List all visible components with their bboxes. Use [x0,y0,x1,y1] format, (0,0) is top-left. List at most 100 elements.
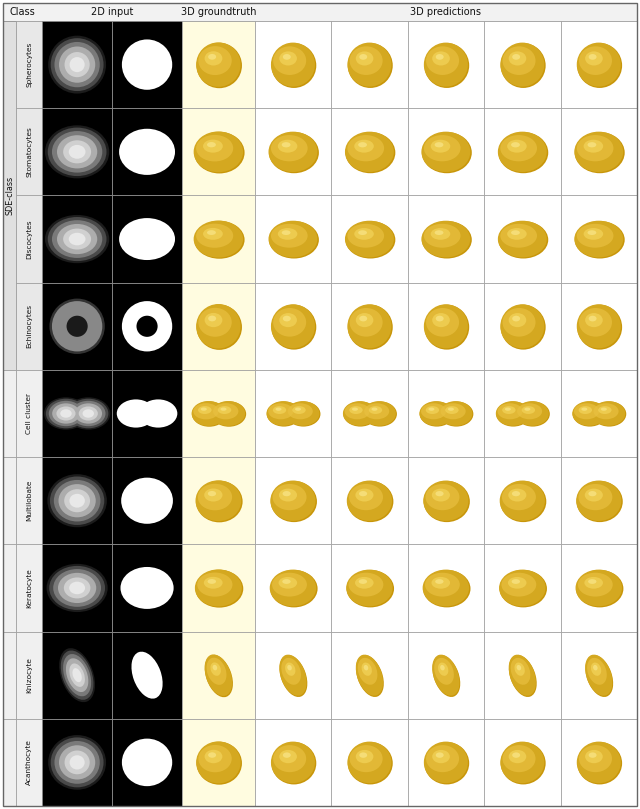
Bar [182,370,255,457]
Ellipse shape [268,403,293,419]
Ellipse shape [431,228,451,239]
Ellipse shape [46,399,86,428]
Bar [42,108,112,196]
Bar [484,282,561,370]
Bar [561,457,637,544]
Ellipse shape [345,132,394,172]
Ellipse shape [139,400,177,428]
Ellipse shape [574,132,623,172]
Ellipse shape [511,231,520,235]
Ellipse shape [585,750,603,763]
Ellipse shape [424,305,469,349]
Ellipse shape [505,408,511,411]
Ellipse shape [208,54,216,60]
Ellipse shape [502,406,516,414]
Bar [331,21,408,108]
Ellipse shape [122,40,172,90]
Ellipse shape [195,481,241,521]
Ellipse shape [271,305,316,349]
Bar [484,108,561,196]
Ellipse shape [63,229,91,249]
Bar [255,718,331,806]
Ellipse shape [424,43,469,88]
Bar [484,632,561,718]
Ellipse shape [72,668,82,682]
Ellipse shape [205,654,233,697]
Ellipse shape [574,403,599,419]
Ellipse shape [431,577,450,589]
Ellipse shape [121,477,173,523]
Ellipse shape [499,570,545,606]
Ellipse shape [500,570,547,608]
Bar [484,21,561,108]
Text: Class: Class [10,7,35,17]
Ellipse shape [66,659,88,692]
Ellipse shape [58,484,96,517]
Ellipse shape [349,46,383,75]
Ellipse shape [588,142,596,147]
Ellipse shape [575,570,622,606]
Bar [3,3,637,21]
Ellipse shape [285,663,296,676]
Ellipse shape [591,663,601,676]
Bar [331,196,408,282]
Ellipse shape [59,745,95,780]
Ellipse shape [581,408,588,411]
Ellipse shape [196,304,241,349]
Ellipse shape [592,401,625,426]
Ellipse shape [57,224,97,254]
Ellipse shape [198,745,232,773]
Ellipse shape [283,752,291,758]
Ellipse shape [349,745,383,772]
Ellipse shape [287,403,313,419]
Ellipse shape [496,401,531,426]
Ellipse shape [439,401,472,426]
Ellipse shape [577,43,622,88]
Ellipse shape [359,316,367,321]
Ellipse shape [348,742,392,783]
Ellipse shape [52,404,80,424]
Ellipse shape [56,406,76,421]
Ellipse shape [507,140,527,153]
Ellipse shape [362,663,372,676]
Ellipse shape [432,52,450,66]
Ellipse shape [278,228,298,239]
Ellipse shape [499,221,548,259]
Ellipse shape [68,233,86,245]
Bar [3,21,16,370]
Ellipse shape [508,577,527,589]
Ellipse shape [436,752,444,758]
Ellipse shape [584,577,603,589]
Ellipse shape [577,224,614,248]
Bar [16,196,42,282]
Ellipse shape [424,224,461,248]
Ellipse shape [419,401,453,426]
Ellipse shape [593,403,619,419]
Text: Spherocytes: Spherocytes [26,42,32,87]
Bar [408,282,484,370]
Ellipse shape [352,408,358,411]
Ellipse shape [424,304,468,349]
Ellipse shape [208,752,216,758]
Ellipse shape [355,140,374,153]
Ellipse shape [575,221,625,259]
Ellipse shape [578,573,612,596]
Ellipse shape [282,579,291,584]
Bar [331,544,408,632]
Ellipse shape [196,304,242,349]
Ellipse shape [511,142,520,147]
Ellipse shape [269,221,317,257]
Text: 3D predictions: 3D predictions [410,7,481,17]
Ellipse shape [509,655,537,697]
Ellipse shape [64,578,90,599]
Ellipse shape [343,401,378,426]
Ellipse shape [577,742,622,785]
Ellipse shape [63,140,91,163]
Ellipse shape [208,491,216,496]
Bar [16,21,42,108]
Ellipse shape [45,215,109,263]
Bar [182,196,255,282]
Ellipse shape [279,52,297,66]
Ellipse shape [574,221,623,257]
Bar [3,457,16,544]
